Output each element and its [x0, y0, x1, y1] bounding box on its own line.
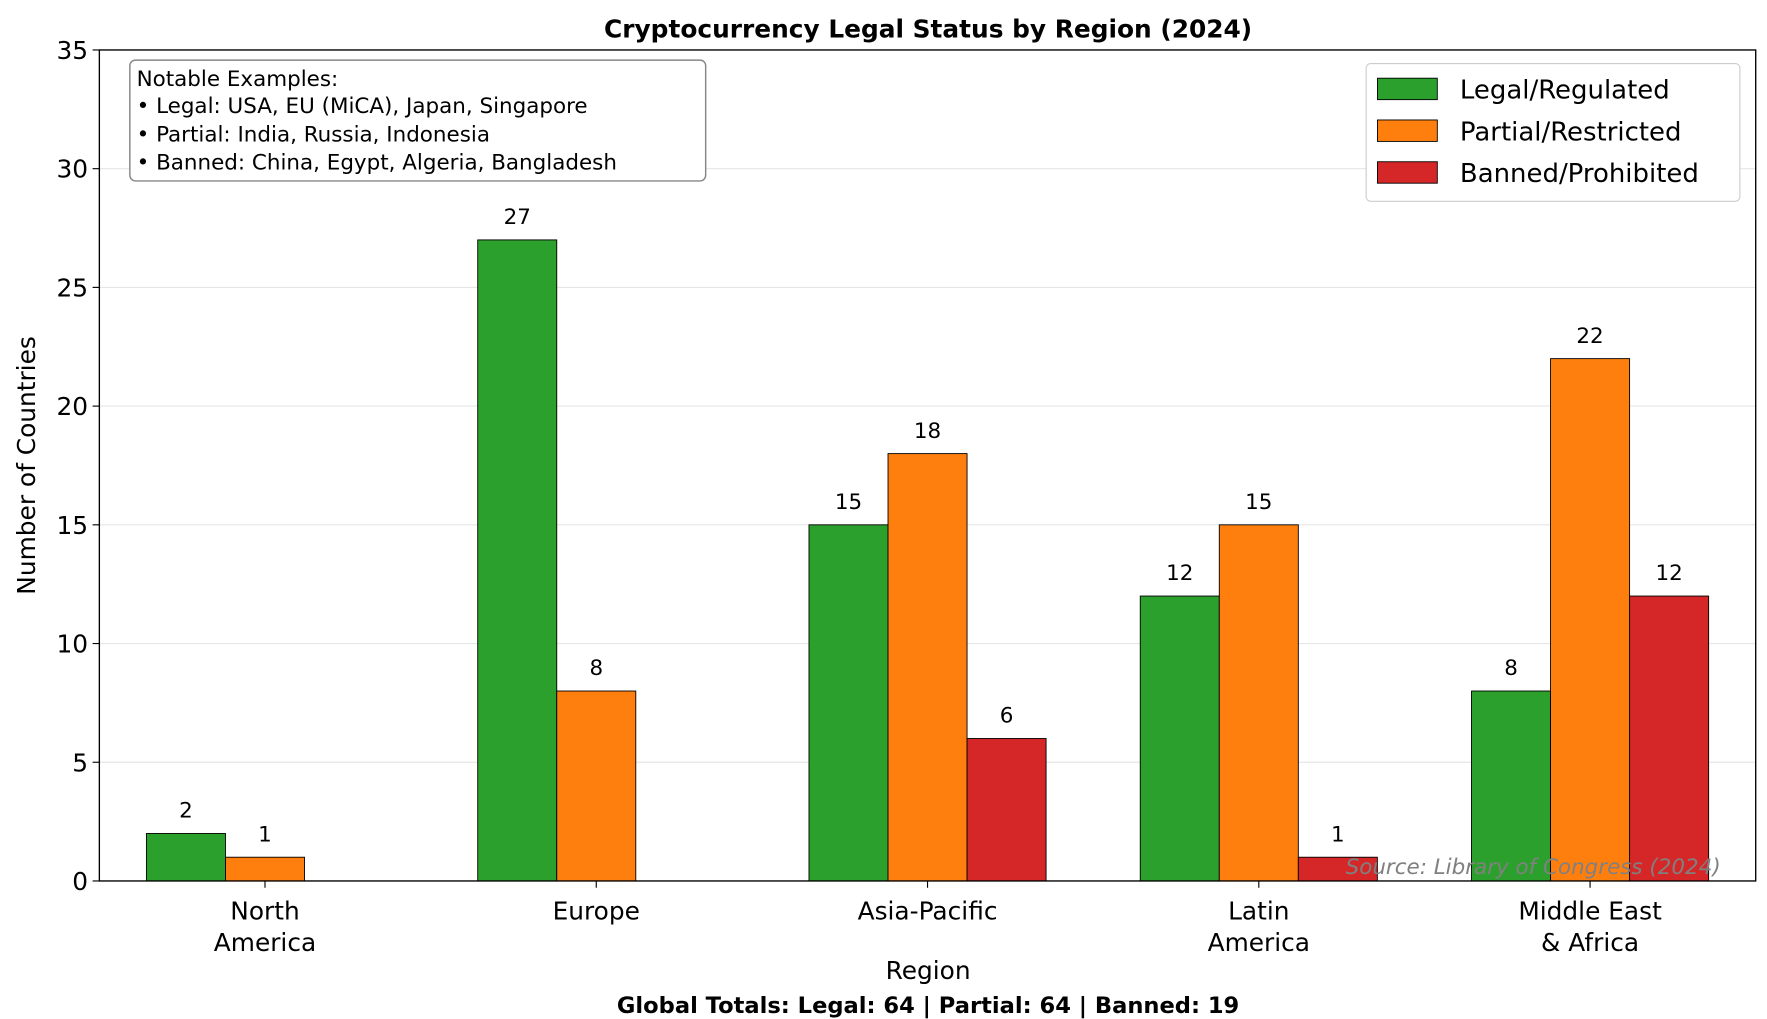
- legend-swatch: [1377, 119, 1438, 142]
- bar-value-label: 27: [504, 205, 531, 230]
- bar-value-label: 8: [1504, 656, 1518, 681]
- y-tick-label: 10: [56, 630, 88, 659]
- bar: [1471, 690, 1552, 882]
- annotation-box: Notable Examples: • Legal: USA, EU (MiCA…: [129, 59, 707, 182]
- bar: [1550, 358, 1631, 882]
- x-tick-label: North: [230, 896, 299, 925]
- bar-value-label: 15: [835, 490, 862, 515]
- legend-label: Partial/Restricted: [1460, 117, 1682, 147]
- x-tick-label: America: [214, 928, 316, 957]
- bar-value-label: 12: [1655, 561, 1682, 586]
- bar: [808, 524, 889, 882]
- bar-value-label: 6: [1000, 704, 1014, 729]
- x-tick-label: Europe: [553, 896, 640, 925]
- bar-value-label: 8: [589, 656, 603, 681]
- x-tick-label: Latin: [1228, 896, 1289, 925]
- x-axis-label: Region: [886, 956, 971, 985]
- y-tick-label: 20: [56, 392, 88, 421]
- y-tick-label: 35: [56, 36, 88, 65]
- bar: [1139, 595, 1220, 882]
- annotation-line: • Legal: USA, EU (MiCA), Japan, Singapor…: [137, 94, 588, 119]
- y-tick-label: 25: [56, 273, 88, 302]
- y-axis-label: Number of Countries: [12, 336, 41, 595]
- bar: [887, 453, 968, 882]
- legend-label: Banned/Prohibited: [1460, 159, 1699, 189]
- legend-label: Legal/Regulated: [1460, 76, 1670, 106]
- bar: [556, 690, 637, 882]
- bar-value-label: 2: [179, 799, 193, 824]
- legend-swatch: [1377, 161, 1438, 184]
- bar-value-label: 18: [914, 419, 941, 444]
- legend-swatch: [1377, 77, 1438, 101]
- bar-value-label: 1: [1331, 822, 1345, 847]
- bar: [1629, 595, 1710, 882]
- chart-title: Cryptocurrency Legal Status by Region (2…: [604, 15, 1252, 44]
- annotation-line: • Banned: China, Egypt, Algeria, Banglad…: [137, 151, 617, 176]
- y-tick-label: 5: [72, 748, 88, 777]
- legend: Legal/Regulated Partial/Restricted Banned/…: [1365, 62, 1741, 202]
- x-tick-label: Asia-Pacific: [858, 896, 998, 925]
- x-tick-label: Middle East: [1518, 896, 1662, 925]
- bar: [225, 856, 305, 882]
- bar-value-label: 22: [1576, 324, 1603, 349]
- bar: [477, 239, 558, 882]
- bar: [966, 738, 1047, 882]
- bar-value-label: 1: [258, 822, 272, 847]
- x-tick-label: & Africa: [1541, 928, 1639, 957]
- y-tick-label: 15: [56, 511, 88, 540]
- annotation-line: Notable Examples:: [137, 67, 339, 92]
- source-note: Source: Library of Congress (2024): [1346, 855, 1721, 880]
- bars: [145, 239, 1710, 882]
- x-axis: North America Europe Asia-Pacific Latin Ameri…: [214, 880, 1662, 957]
- y-tick-label: 30: [56, 155, 88, 184]
- x-tick-label: America: [1208, 928, 1310, 957]
- footer-totals: Global Totals: Legal: 64 | Partial: 64 |…: [617, 993, 1239, 1019]
- bar: [1218, 524, 1299, 882]
- bar-value-label: 15: [1245, 490, 1272, 515]
- y-tick-label: 0: [72, 867, 88, 896]
- annotation-line: • Partial: India, Russia, Indonesia: [137, 122, 490, 147]
- bar: [145, 833, 226, 882]
- y-axis: 0 5 10 15 20 25 30 35: [56, 36, 100, 896]
- bar-value-label: 12: [1166, 561, 1193, 586]
